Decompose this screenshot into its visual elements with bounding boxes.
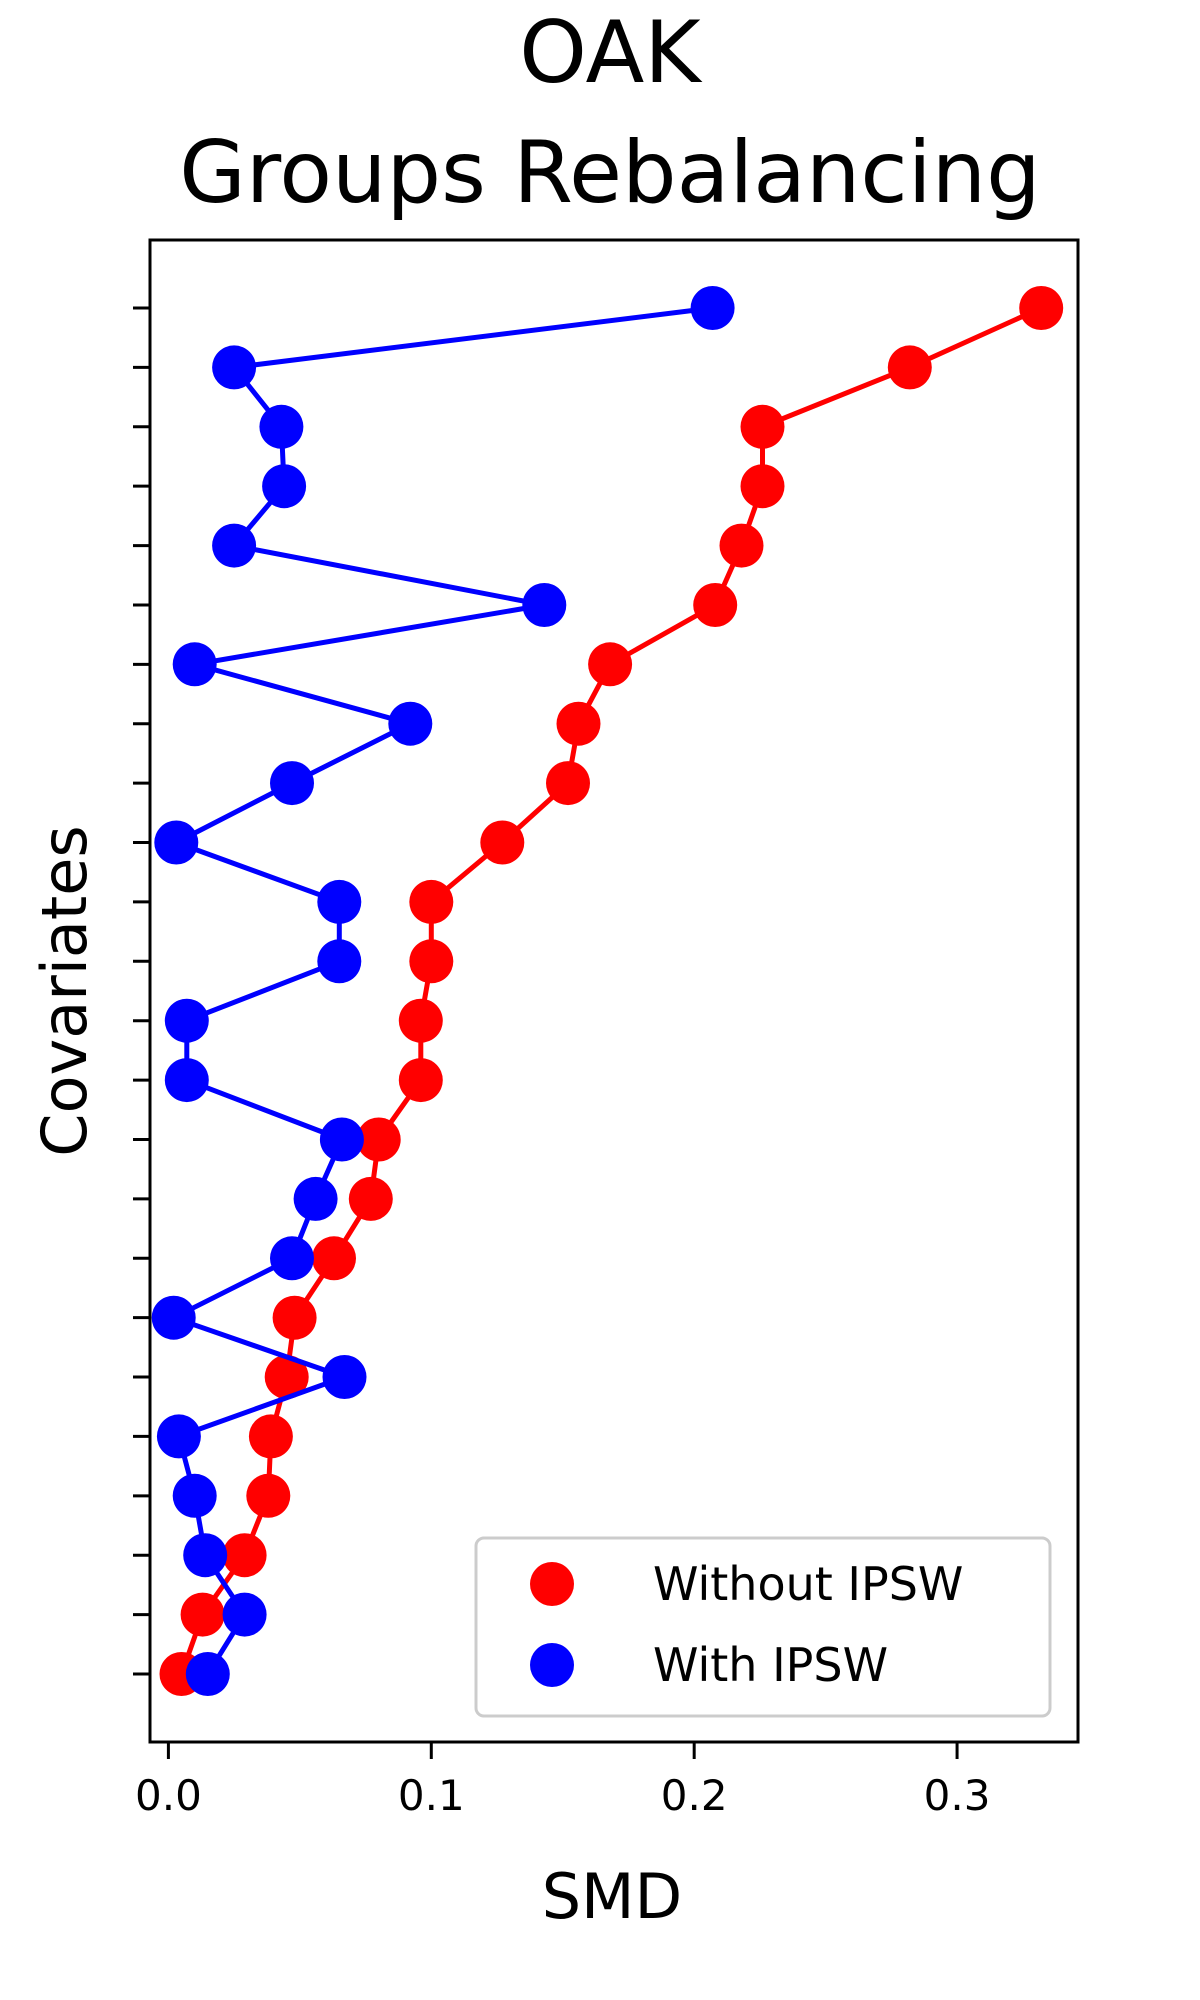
chart-subtitle: Groups Rebalancing xyxy=(179,123,1040,223)
data-point-without-ipsw xyxy=(887,345,932,390)
legend-label-without-ipsw: Without IPSW xyxy=(653,1557,963,1611)
data-point-without-ipsw xyxy=(272,1295,317,1340)
data-point-without-ipsw xyxy=(246,1473,291,1518)
data-point-with-ipsw xyxy=(151,1295,196,1340)
data-point-without-ipsw xyxy=(719,523,764,568)
data-point-with-ipsw xyxy=(156,1414,201,1459)
data-point-with-ipsw xyxy=(690,286,735,330)
data-point-without-ipsw xyxy=(312,1236,356,1281)
x-tick-label: 0.3 xyxy=(924,1771,991,1820)
data-point-without-ipsw xyxy=(546,761,590,806)
data-point-with-ipsw xyxy=(172,642,217,687)
legend-marker-without-ipsw xyxy=(530,1562,574,1606)
data-point-with-ipsw xyxy=(212,345,257,390)
y-axis-label: Covariates xyxy=(28,825,101,1156)
data-point-with-ipsw xyxy=(319,1117,364,1162)
data-point-without-ipsw xyxy=(348,1176,393,1221)
data-point-with-ipsw xyxy=(388,701,433,746)
series-with-ipsw xyxy=(151,286,735,1696)
data-point-with-ipsw xyxy=(183,1533,228,1578)
data-point-without-ipsw xyxy=(248,1414,293,1459)
data-point-with-ipsw xyxy=(522,583,567,627)
data-point-with-ipsw xyxy=(317,939,362,984)
data-point-without-ipsw xyxy=(409,939,454,984)
data-point-without-ipsw xyxy=(740,404,785,449)
data-point-without-ipsw xyxy=(1019,286,1064,330)
data-point-without-ipsw xyxy=(356,1117,401,1162)
chart-title: OAK xyxy=(519,3,703,103)
data-point-without-ipsw xyxy=(264,1355,309,1399)
legend-box xyxy=(474,1536,1052,1718)
data-point-without-ipsw xyxy=(693,583,738,627)
x-axis-label: SMD xyxy=(542,1860,683,1933)
data-point-without-ipsw xyxy=(398,998,443,1043)
data-point-with-ipsw xyxy=(259,404,304,449)
series-layer xyxy=(151,286,1064,1696)
data-point-with-ipsw xyxy=(164,998,209,1043)
data-point-with-ipsw xyxy=(222,1592,267,1637)
legend: Without IPSW With IPSW xyxy=(474,1536,1052,1718)
data-point-with-ipsw xyxy=(154,820,199,865)
data-point-without-ipsw xyxy=(740,464,785,509)
data-point-without-ipsw xyxy=(222,1533,267,1578)
x-axis-ticks: 0.0 0.1 0.2 0.3 xyxy=(135,1742,990,1820)
y-axis-ticks xyxy=(133,306,150,1676)
data-point-with-ipsw xyxy=(172,1473,217,1518)
data-point-without-ipsw xyxy=(588,642,633,687)
legend-marker-with-ipsw xyxy=(530,1643,574,1687)
data-point-with-ipsw xyxy=(322,1355,367,1399)
data-point-without-ipsw xyxy=(556,701,601,746)
data-point-without-ipsw xyxy=(480,820,525,865)
series-without-ipsw xyxy=(159,286,1064,1696)
data-point-with-ipsw xyxy=(293,1176,338,1221)
legend-label-with-ipsw: With IPSW xyxy=(653,1638,888,1692)
data-point-without-ipsw xyxy=(180,1592,225,1637)
x-tick-label: 0.0 xyxy=(135,1771,202,1820)
data-point-with-ipsw xyxy=(185,1652,230,1696)
data-point-with-ipsw xyxy=(262,464,307,509)
data-point-with-ipsw xyxy=(270,1236,314,1281)
data-point-without-ipsw xyxy=(409,879,454,924)
x-tick-label: 0.2 xyxy=(661,1771,728,1820)
data-point-with-ipsw xyxy=(164,1058,209,1103)
x-tick-label: 0.1 xyxy=(398,1771,465,1820)
data-point-without-ipsw xyxy=(398,1058,443,1103)
data-point-with-ipsw xyxy=(317,879,362,924)
data-point-with-ipsw xyxy=(212,523,257,568)
data-point-with-ipsw xyxy=(270,761,314,806)
